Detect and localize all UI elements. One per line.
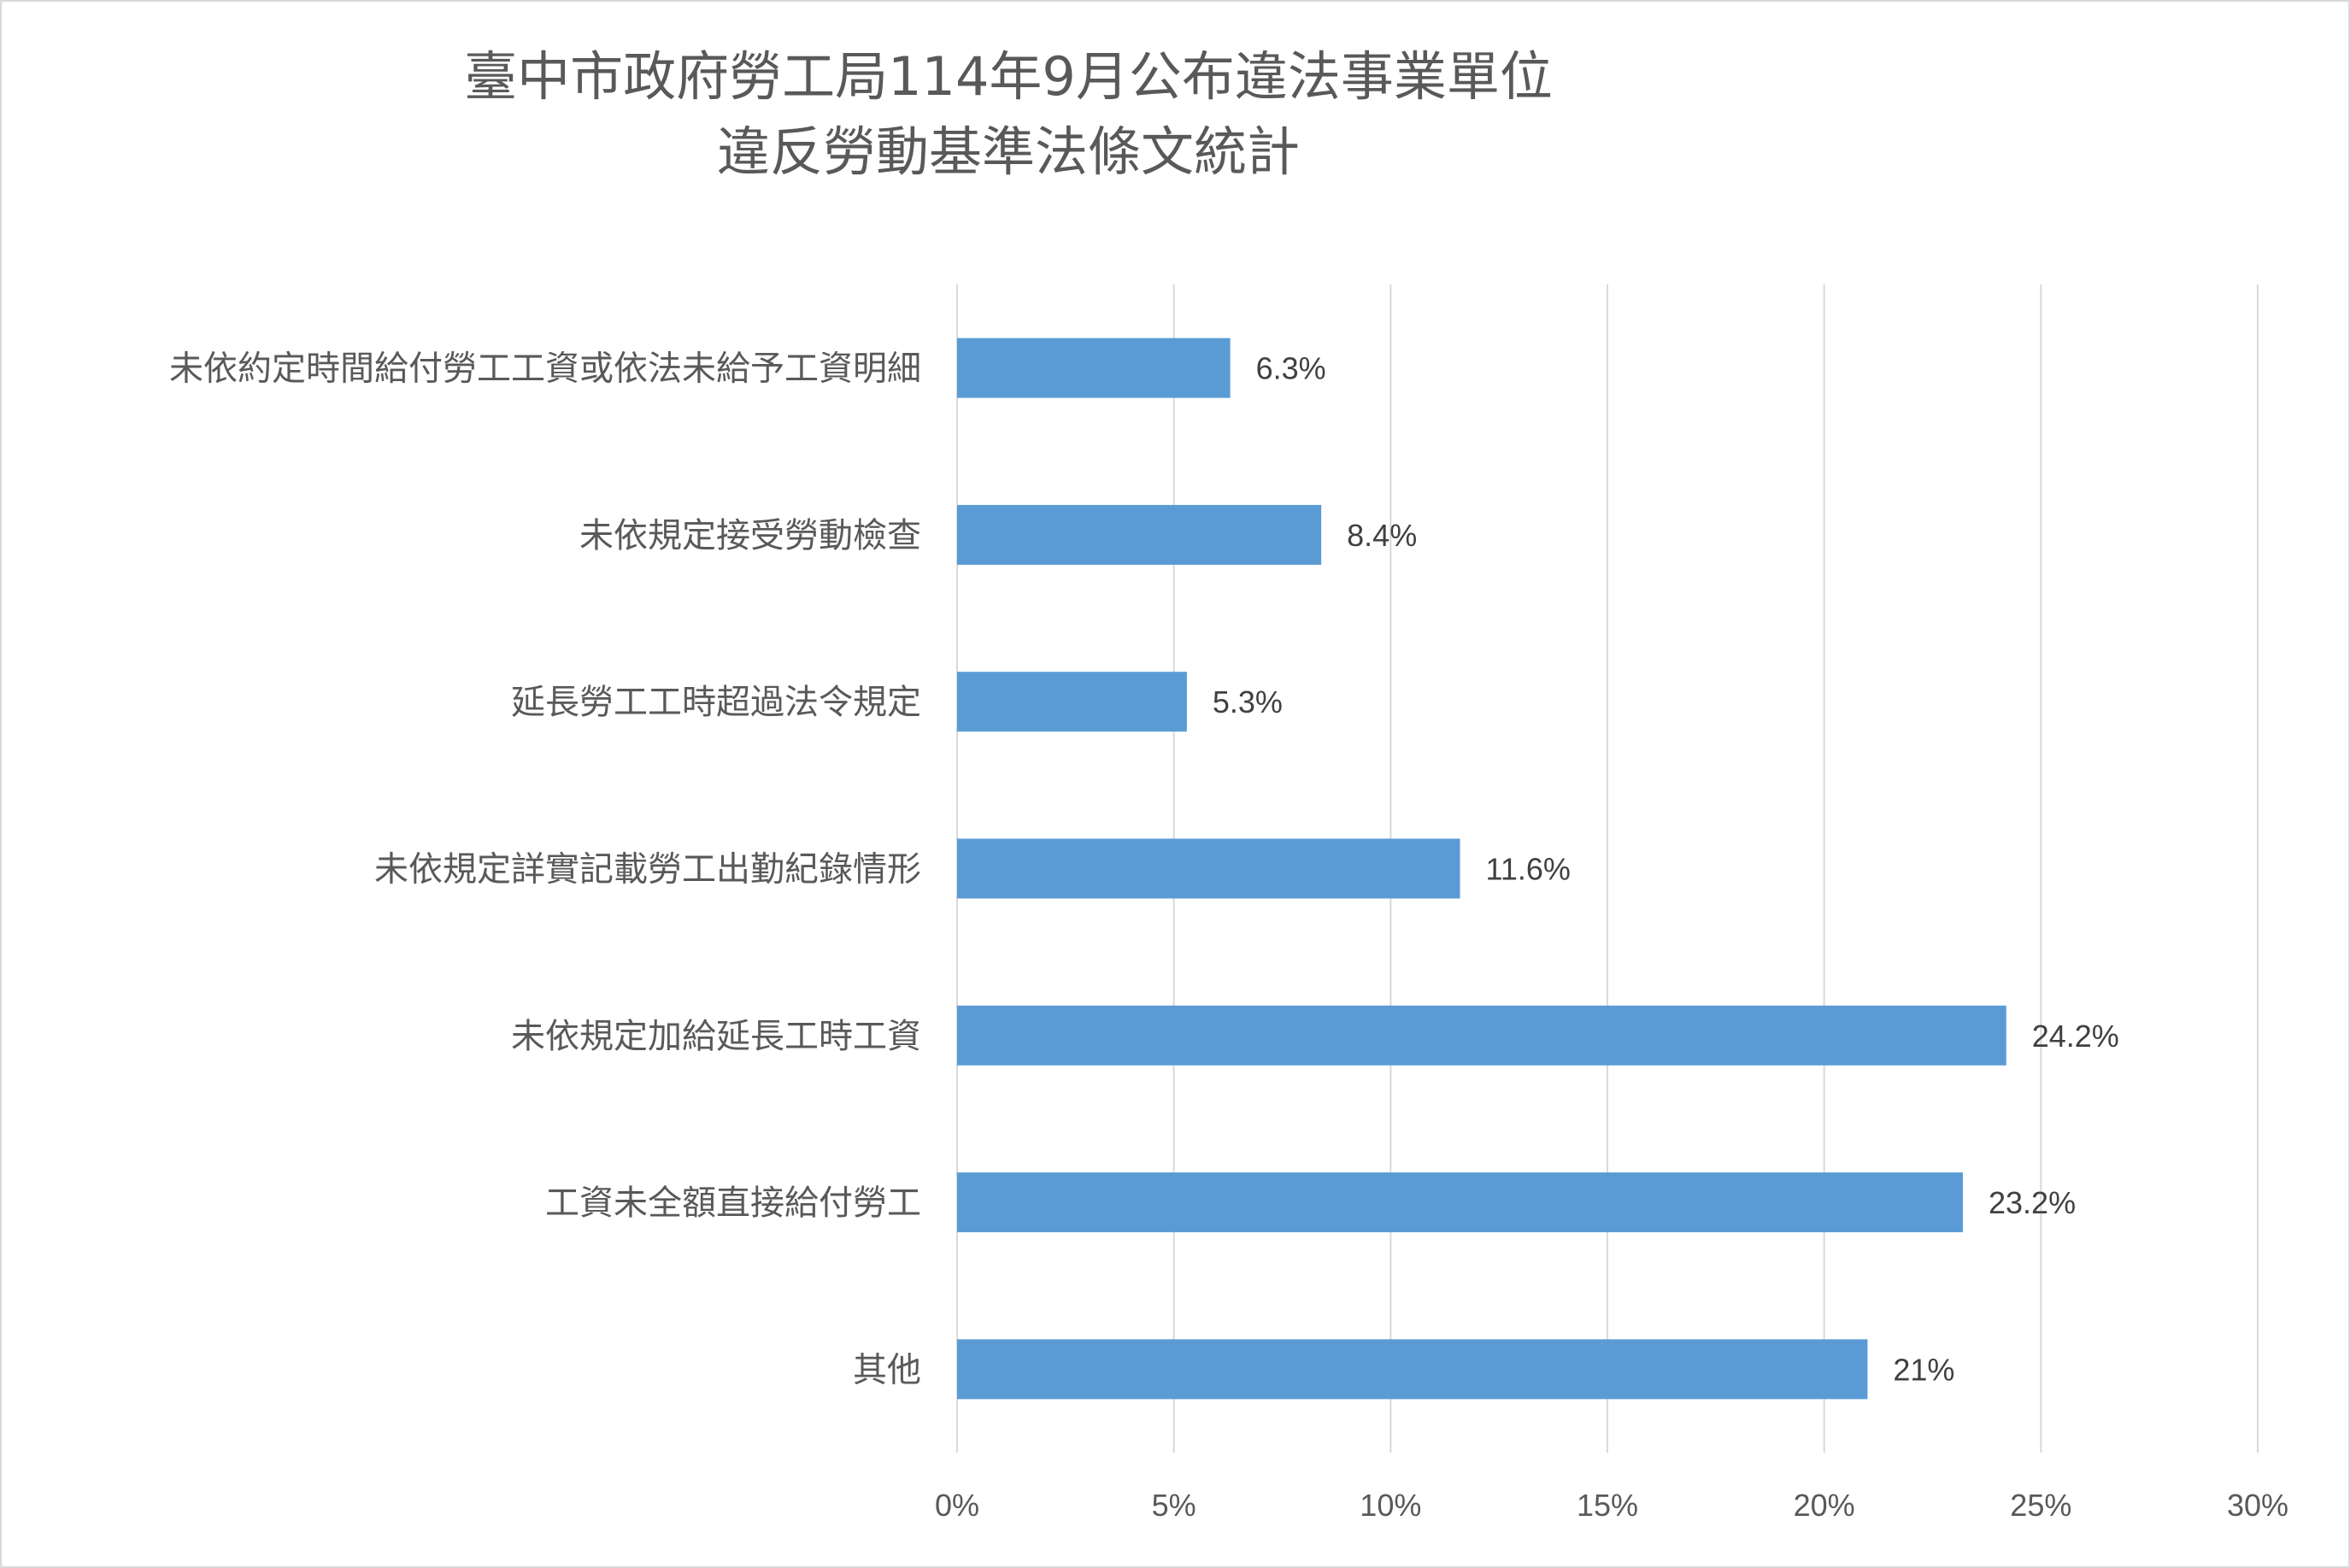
category-label: 延長勞工工時超過法令規定 (511, 683, 921, 722)
bar (957, 838, 1460, 899)
bar (957, 504, 1322, 565)
data-label: 24.2% (2032, 1019, 2119, 1054)
chart-title-line-2: 違反勞動基準法條文統計 (716, 120, 1300, 183)
data-label: 5.3% (1213, 684, 1283, 719)
bar (957, 672, 1187, 732)
x-tick-label: 15% (1577, 1488, 1638, 1523)
bar (957, 1172, 1964, 1233)
bar (957, 1005, 2006, 1066)
category-label: 工資未全額直接給付勞工 (545, 1183, 921, 1223)
bar (957, 338, 1231, 398)
chart-title: 臺中市政府勞工局114年9月公布違法事業單位 違反勞動基準法條文統計 (0, 39, 2017, 190)
x-tick-label: 20% (1794, 1488, 1855, 1523)
data-label: 11.6% (1486, 852, 1571, 887)
bar (957, 1339, 1868, 1400)
category-label: 其他 (853, 1350, 921, 1389)
category-label: 未依約定時間給付勞工工資或依法未給予工資明細 (169, 349, 921, 389)
data-label: 6.3% (1256, 351, 1326, 386)
category-label: 未依規定加給延長工時工資 (511, 1017, 921, 1056)
bars (957, 338, 2006, 1400)
x-tick-label: 0% (935, 1488, 979, 1523)
data-label: 8.4% (1347, 518, 1417, 553)
x-axis-tick-labels: 0% 5% 10% 15% 20% 25% 30% (935, 1488, 2288, 1523)
data-labels: 6.3% 8.4% 5.3% 11.6% 24.2% 23.2% 21% (1213, 351, 2119, 1388)
data-label: 23.2% (1989, 1185, 2076, 1220)
category-labels: 未依約定時間給付勞工工資或依法未給予工資明細未依規定接受勞動檢查延長勞工工時超過… (169, 349, 921, 1390)
x-tick-label: 25% (2010, 1488, 2071, 1523)
x-tick-label: 5% (1152, 1488, 1196, 1523)
chart-title-line-1: 臺中市政府勞工局114年9月公布違法事業單位 (464, 45, 1553, 108)
category-label: 未依規定詳實記載勞工出勤紀錄情形 (374, 850, 921, 890)
x-tick-label: 10% (1360, 1488, 1421, 1523)
x-tick-label: 30% (2227, 1488, 2288, 1523)
category-label: 未依規定接受勞動檢查 (579, 516, 921, 555)
data-label: 21% (1893, 1352, 1954, 1387)
